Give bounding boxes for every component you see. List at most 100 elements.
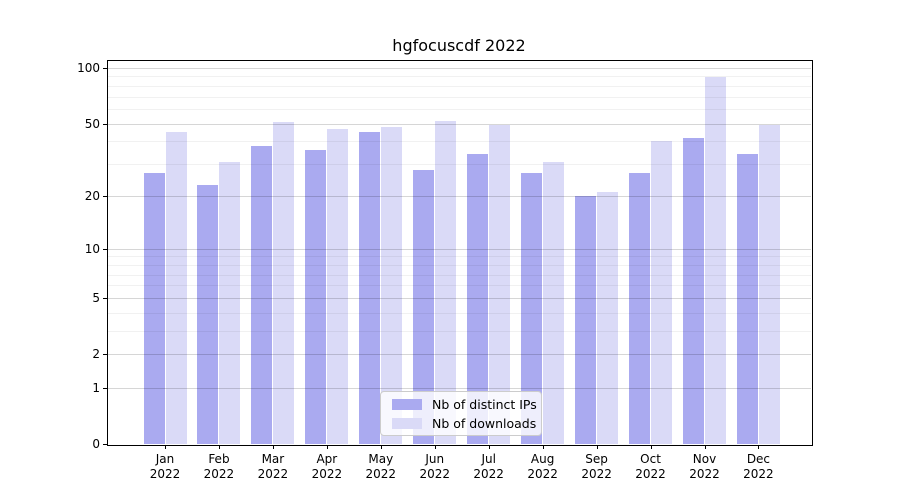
bar-distinct-ips-Sep	[575, 195, 597, 444]
minor-gridline	[108, 285, 811, 287]
legend-swatch-downloads-icon	[392, 417, 422, 429]
x-tick-label: Oct 2022	[623, 452, 679, 482]
bar-distinct-ips-Apr	[305, 149, 327, 444]
minor-gridline	[108, 85, 811, 87]
bar-downloads-May	[381, 126, 403, 444]
bar-downloads-Feb	[219, 161, 241, 444]
x-tick-label: Jan 2022	[137, 452, 193, 482]
x-tick-year: 2022	[257, 467, 289, 481]
x-tick	[596, 445, 598, 449]
x-tick-month: Feb	[208, 452, 230, 466]
bar-downloads-Nov	[705, 77, 726, 444]
minor-gridline	[108, 164, 811, 166]
minor-gridline	[108, 141, 811, 143]
x-tick	[542, 445, 544, 449]
chart-title: hgfocuscdf 2022	[392, 36, 526, 55]
x-tick-year: 2022	[365, 467, 397, 481]
x-tick	[650, 445, 652, 449]
x-tick	[488, 445, 490, 449]
x-tick-label: Apr 2022	[299, 452, 355, 482]
major-gridline	[108, 123, 811, 125]
legend-item-distinct-ips: Nb of distinct IPs	[381, 398, 541, 411]
x-tick-label: Jul 2022	[461, 452, 517, 482]
minor-gridline	[108, 256, 811, 258]
y-tick-label: 0	[92, 437, 100, 451]
legend-label-downloads: Nb of downloads	[432, 415, 537, 431]
y-tick-label: 100	[77, 61, 100, 75]
bar-distinct-ips-Jan	[143, 172, 165, 444]
bar-downloads-Sep	[597, 192, 619, 444]
x-tick-year: 2022	[635, 467, 666, 481]
x-tick-label: Feb 2022	[191, 452, 247, 482]
x-tick-month: May	[368, 452, 394, 466]
bar-downloads-Aug	[543, 161, 565, 444]
minor-gridline	[108, 109, 811, 111]
x-tick-month: Jun	[425, 452, 445, 466]
minor-gridline	[108, 76, 811, 78]
x-tick-label: Jun 2022	[407, 452, 463, 482]
x-tick	[758, 445, 760, 449]
bar-downloads-Oct	[651, 141, 673, 444]
x-tick-month: Nov	[692, 452, 717, 466]
y-tick	[103, 444, 107, 445]
legend: Nb of distinct IPs Nb of downloads	[380, 391, 542, 436]
x-tick-month: Aug	[530, 452, 555, 466]
y-tick-label: 5	[92, 291, 100, 306]
major-gridline	[108, 354, 811, 356]
major-gridline	[108, 68, 811, 69]
x-tick-month: Apr	[316, 452, 338, 466]
x-tick-year: 2022	[203, 467, 235, 481]
major-gridline	[108, 298, 811, 300]
y-tick	[103, 68, 107, 69]
x-tick-year: 2022	[581, 467, 612, 481]
major-gridline	[108, 195, 811, 197]
x-tick-month: Oct	[640, 452, 661, 466]
y-tick	[103, 387, 107, 389]
bar-distinct-ips-Feb	[197, 185, 219, 444]
x-tick-year: 2022	[311, 467, 343, 481]
bar-downloads-Mar	[273, 122, 295, 444]
bar-downloads-Dec	[758, 125, 780, 444]
y-tick	[103, 298, 107, 300]
x-tick-month: Jan	[155, 452, 175, 466]
legend-item-downloads: Nb of downloads	[381, 417, 541, 430]
x-tick-label: Nov 2022	[677, 452, 733, 482]
bar-downloads-Jan	[165, 132, 187, 444]
y-tick-label: 10	[84, 241, 100, 256]
x-tick-year: 2022	[743, 467, 774, 481]
x-tick-month: Dec	[746, 452, 771, 466]
minor-gridline	[108, 274, 811, 276]
major-gridline	[108, 387, 811, 389]
y-tick-label: 2	[92, 347, 100, 362]
x-tick	[218, 445, 220, 449]
x-tick-label: Dec 2022	[730, 452, 786, 482]
bar-distinct-ips-May	[359, 132, 381, 444]
legend-swatch-distinct-ips-icon	[392, 398, 422, 410]
y-tick	[103, 248, 107, 250]
minor-gridline	[108, 312, 811, 314]
x-tick-month: Mar	[261, 452, 285, 466]
x-tick-year: 2022	[419, 467, 451, 481]
x-tick-label: May 2022	[353, 452, 409, 482]
y-tick-label: 1	[92, 380, 100, 395]
x-tick-year: 2022	[527, 467, 558, 481]
x-tick	[165, 445, 166, 449]
x-tick-year: 2022	[473, 467, 504, 481]
x-tick-month: Sep	[585, 452, 608, 466]
x-tick-label: Aug 2022	[515, 452, 571, 482]
y-tick	[103, 195, 107, 197]
x-tick-month: Jul	[481, 452, 496, 466]
minor-gridline	[108, 96, 811, 98]
bar-distinct-ips-Mar	[251, 145, 273, 444]
bar-distinct-ips-Aug	[521, 172, 543, 444]
x-tick-label: Sep 2022	[569, 452, 625, 482]
major-gridline	[108, 248, 811, 250]
x-tick	[380, 445, 382, 449]
bar-distinct-ips-Jun	[413, 169, 435, 444]
x-tick	[326, 445, 328, 449]
x-tick	[272, 445, 274, 449]
x-tick-year: 2022	[149, 467, 181, 481]
bar-downloads-Apr	[327, 128, 349, 444]
x-tick	[434, 445, 436, 449]
